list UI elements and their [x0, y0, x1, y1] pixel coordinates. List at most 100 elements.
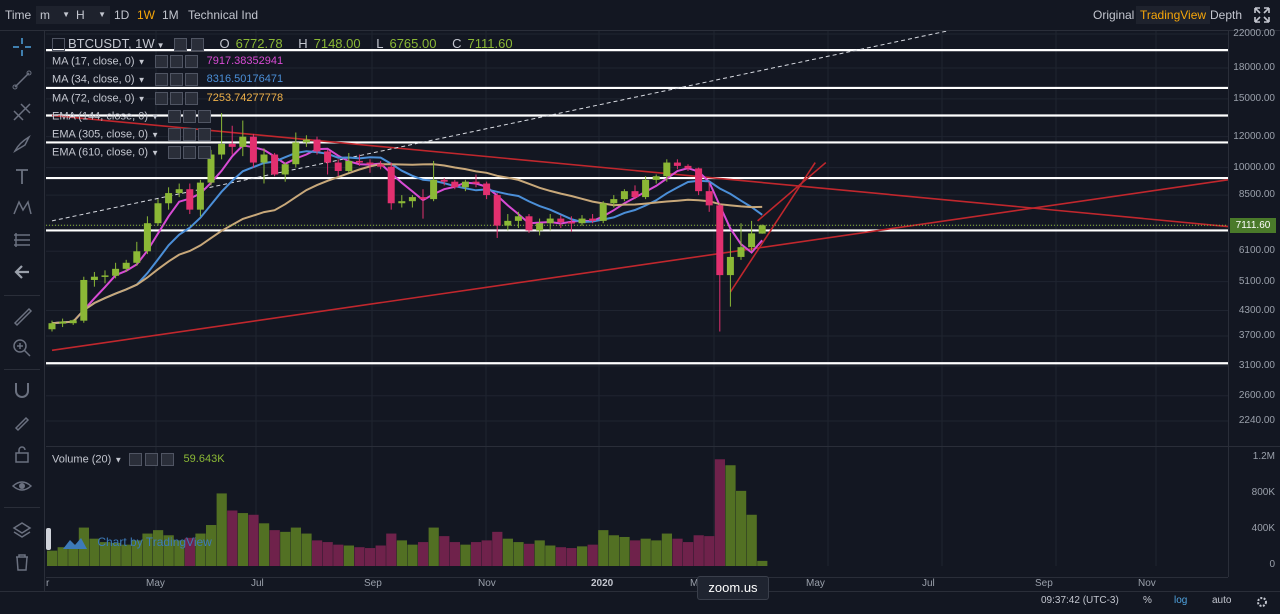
volume-bar[interactable]	[746, 514, 757, 566]
settings-icon[interactable]	[169, 55, 183, 68]
volume-bar[interactable]	[598, 530, 609, 566]
volume-bar[interactable]	[534, 540, 545, 566]
volume-bar[interactable]	[460, 544, 471, 566]
candle-body[interactable]	[165, 193, 173, 204]
candle-body[interactable]	[271, 154, 279, 175]
volume-bar[interactable]	[407, 544, 418, 566]
candle-body[interactable]	[218, 143, 226, 155]
indicator-label[interactable]: MA (17, close, 0)	[52, 55, 135, 68]
candle-body[interactable]	[726, 256, 734, 276]
indicator-ma34[interactable]: MA (34, close, 0) ▼ 8316.50176471	[52, 73, 283, 86]
candle-body[interactable]	[228, 143, 236, 147]
candle-body[interactable]	[451, 181, 459, 188]
volume-bar[interactable]	[142, 533, 153, 566]
volume-bar[interactable]	[174, 540, 185, 566]
candle-body[interactable]	[355, 160, 363, 163]
volume-bar[interactable]	[545, 545, 556, 566]
volume-bar[interactable]	[449, 542, 460, 566]
view-original[interactable]: Original	[1093, 8, 1135, 22]
candle-body[interactable]	[642, 179, 650, 198]
candle-body[interactable]	[122, 262, 130, 269]
volume-bar[interactable]	[216, 493, 227, 566]
volume-bar[interactable]	[269, 530, 280, 566]
settings-icon[interactable]	[190, 38, 204, 52]
indicator-label[interactable]: EMA (610, close, 0)	[52, 146, 148, 159]
volume-bar[interactable]	[259, 523, 270, 566]
ma34-line[interactable]	[51, 150, 763, 325]
chevron-down-icon[interactable]: ▼	[137, 75, 146, 85]
collapse-legend-icon[interactable]	[52, 38, 65, 52]
candle-body[interactable]	[186, 189, 194, 210]
candle-body[interactable]	[48, 323, 56, 330]
candle-body[interactable]	[302, 139, 310, 143]
candle-body[interactable]	[557, 218, 565, 223]
auto-toggle[interactable]: auto	[1212, 595, 1232, 606]
indicator-ma17[interactable]: MA (17, close, 0) ▼ 7917.38352941	[52, 55, 283, 68]
zoom-in-icon[interactable]	[11, 337, 33, 359]
volume-bar[interactable]	[68, 544, 79, 566]
trendline-icon[interactable]	[11, 69, 33, 91]
pencil-lock-icon[interactable]	[11, 411, 33, 433]
volume-bar[interactable]	[290, 527, 301, 566]
candle-body[interactable]	[578, 218, 586, 224]
candle-body[interactable]	[567, 222, 575, 224]
hour-select[interactable]: H ▼	[72, 6, 110, 24]
eye-icon[interactable]	[129, 453, 143, 466]
candle-body[interactable]	[207, 154, 215, 183]
trendline[interactable]	[757, 161, 827, 222]
candle-body[interactable]	[514, 216, 522, 221]
candle-body[interactable]	[239, 136, 247, 147]
volume-bar[interactable]	[566, 548, 577, 566]
view-depth[interactable]: Depth	[1210, 8, 1243, 22]
volume-label[interactable]: Volume (20)	[52, 453, 112, 466]
eye-icon[interactable]	[154, 92, 168, 105]
trendline[interactable]	[51, 179, 1228, 352]
volume-bar[interactable]	[153, 530, 164, 566]
candle-body[interactable]	[536, 223, 544, 231]
candle-body[interactable]	[419, 197, 427, 200]
indicator-label[interactable]: EMA (305, close, 0)	[52, 128, 148, 141]
volume-bar[interactable]	[651, 540, 662, 566]
candle-body[interactable]	[716, 205, 724, 276]
collapse-handle[interactable]	[46, 528, 51, 550]
volume-bar[interactable]	[237, 513, 248, 566]
chevron-down-icon[interactable]: ▼	[114, 455, 123, 465]
volume-bar[interactable]	[640, 538, 651, 566]
candle-body[interactable]	[599, 203, 607, 221]
volume-bar[interactable]	[184, 537, 195, 566]
candle-body[interactable]	[345, 160, 353, 171]
candle-body[interactable]	[546, 218, 554, 224]
volume-bar[interactable]	[396, 540, 407, 566]
candle-body[interactable]	[334, 162, 342, 171]
candle-body[interactable]	[80, 279, 88, 321]
candle-body[interactable]	[663, 162, 671, 177]
volume-bar[interactable]	[725, 465, 736, 566]
volume-bar[interactable]	[57, 547, 68, 566]
candle-body[interactable]	[387, 166, 395, 204]
eye-icon[interactable]	[154, 55, 168, 68]
volume-bar[interactable]	[714, 459, 725, 566]
chevron-down-icon[interactable]: ▼	[151, 112, 159, 122]
tradingview-watermark[interactable]: Chart by TradingView	[62, 535, 212, 551]
trendline[interactable]	[51, 114, 1228, 228]
volume-bar[interactable]	[89, 538, 100, 566]
trash-icon[interactable]	[11, 551, 33, 573]
chevron-down-icon[interactable]: ▼	[156, 41, 165, 50]
indicator-ema144[interactable]: EMA (144, close, 0) ▼	[52, 110, 213, 123]
candle-body[interactable]	[472, 181, 480, 184]
volume-bar[interactable]	[131, 540, 142, 566]
settings-icon[interactable]	[169, 73, 183, 86]
volume-bar[interactable]	[693, 535, 704, 566]
volume-bar[interactable]	[587, 544, 598, 566]
candle-body[interactable]	[281, 164, 289, 175]
chevron-down-icon[interactable]: ▼	[137, 57, 146, 67]
volume-bar[interactable]	[524, 543, 535, 566]
settings-icon[interactable]	[183, 146, 197, 159]
indicator-ema305[interactable]: EMA (305, close, 0) ▼	[52, 128, 213, 141]
technical-indicators-button[interactable]: Technical Ind	[188, 8, 259, 22]
volume-bar[interactable]	[683, 542, 694, 566]
candle-body[interactable]	[398, 201, 406, 204]
candle-body[interactable]	[748, 233, 756, 248]
volume-bar[interactable]	[492, 531, 503, 566]
text-icon[interactable]	[11, 165, 33, 187]
